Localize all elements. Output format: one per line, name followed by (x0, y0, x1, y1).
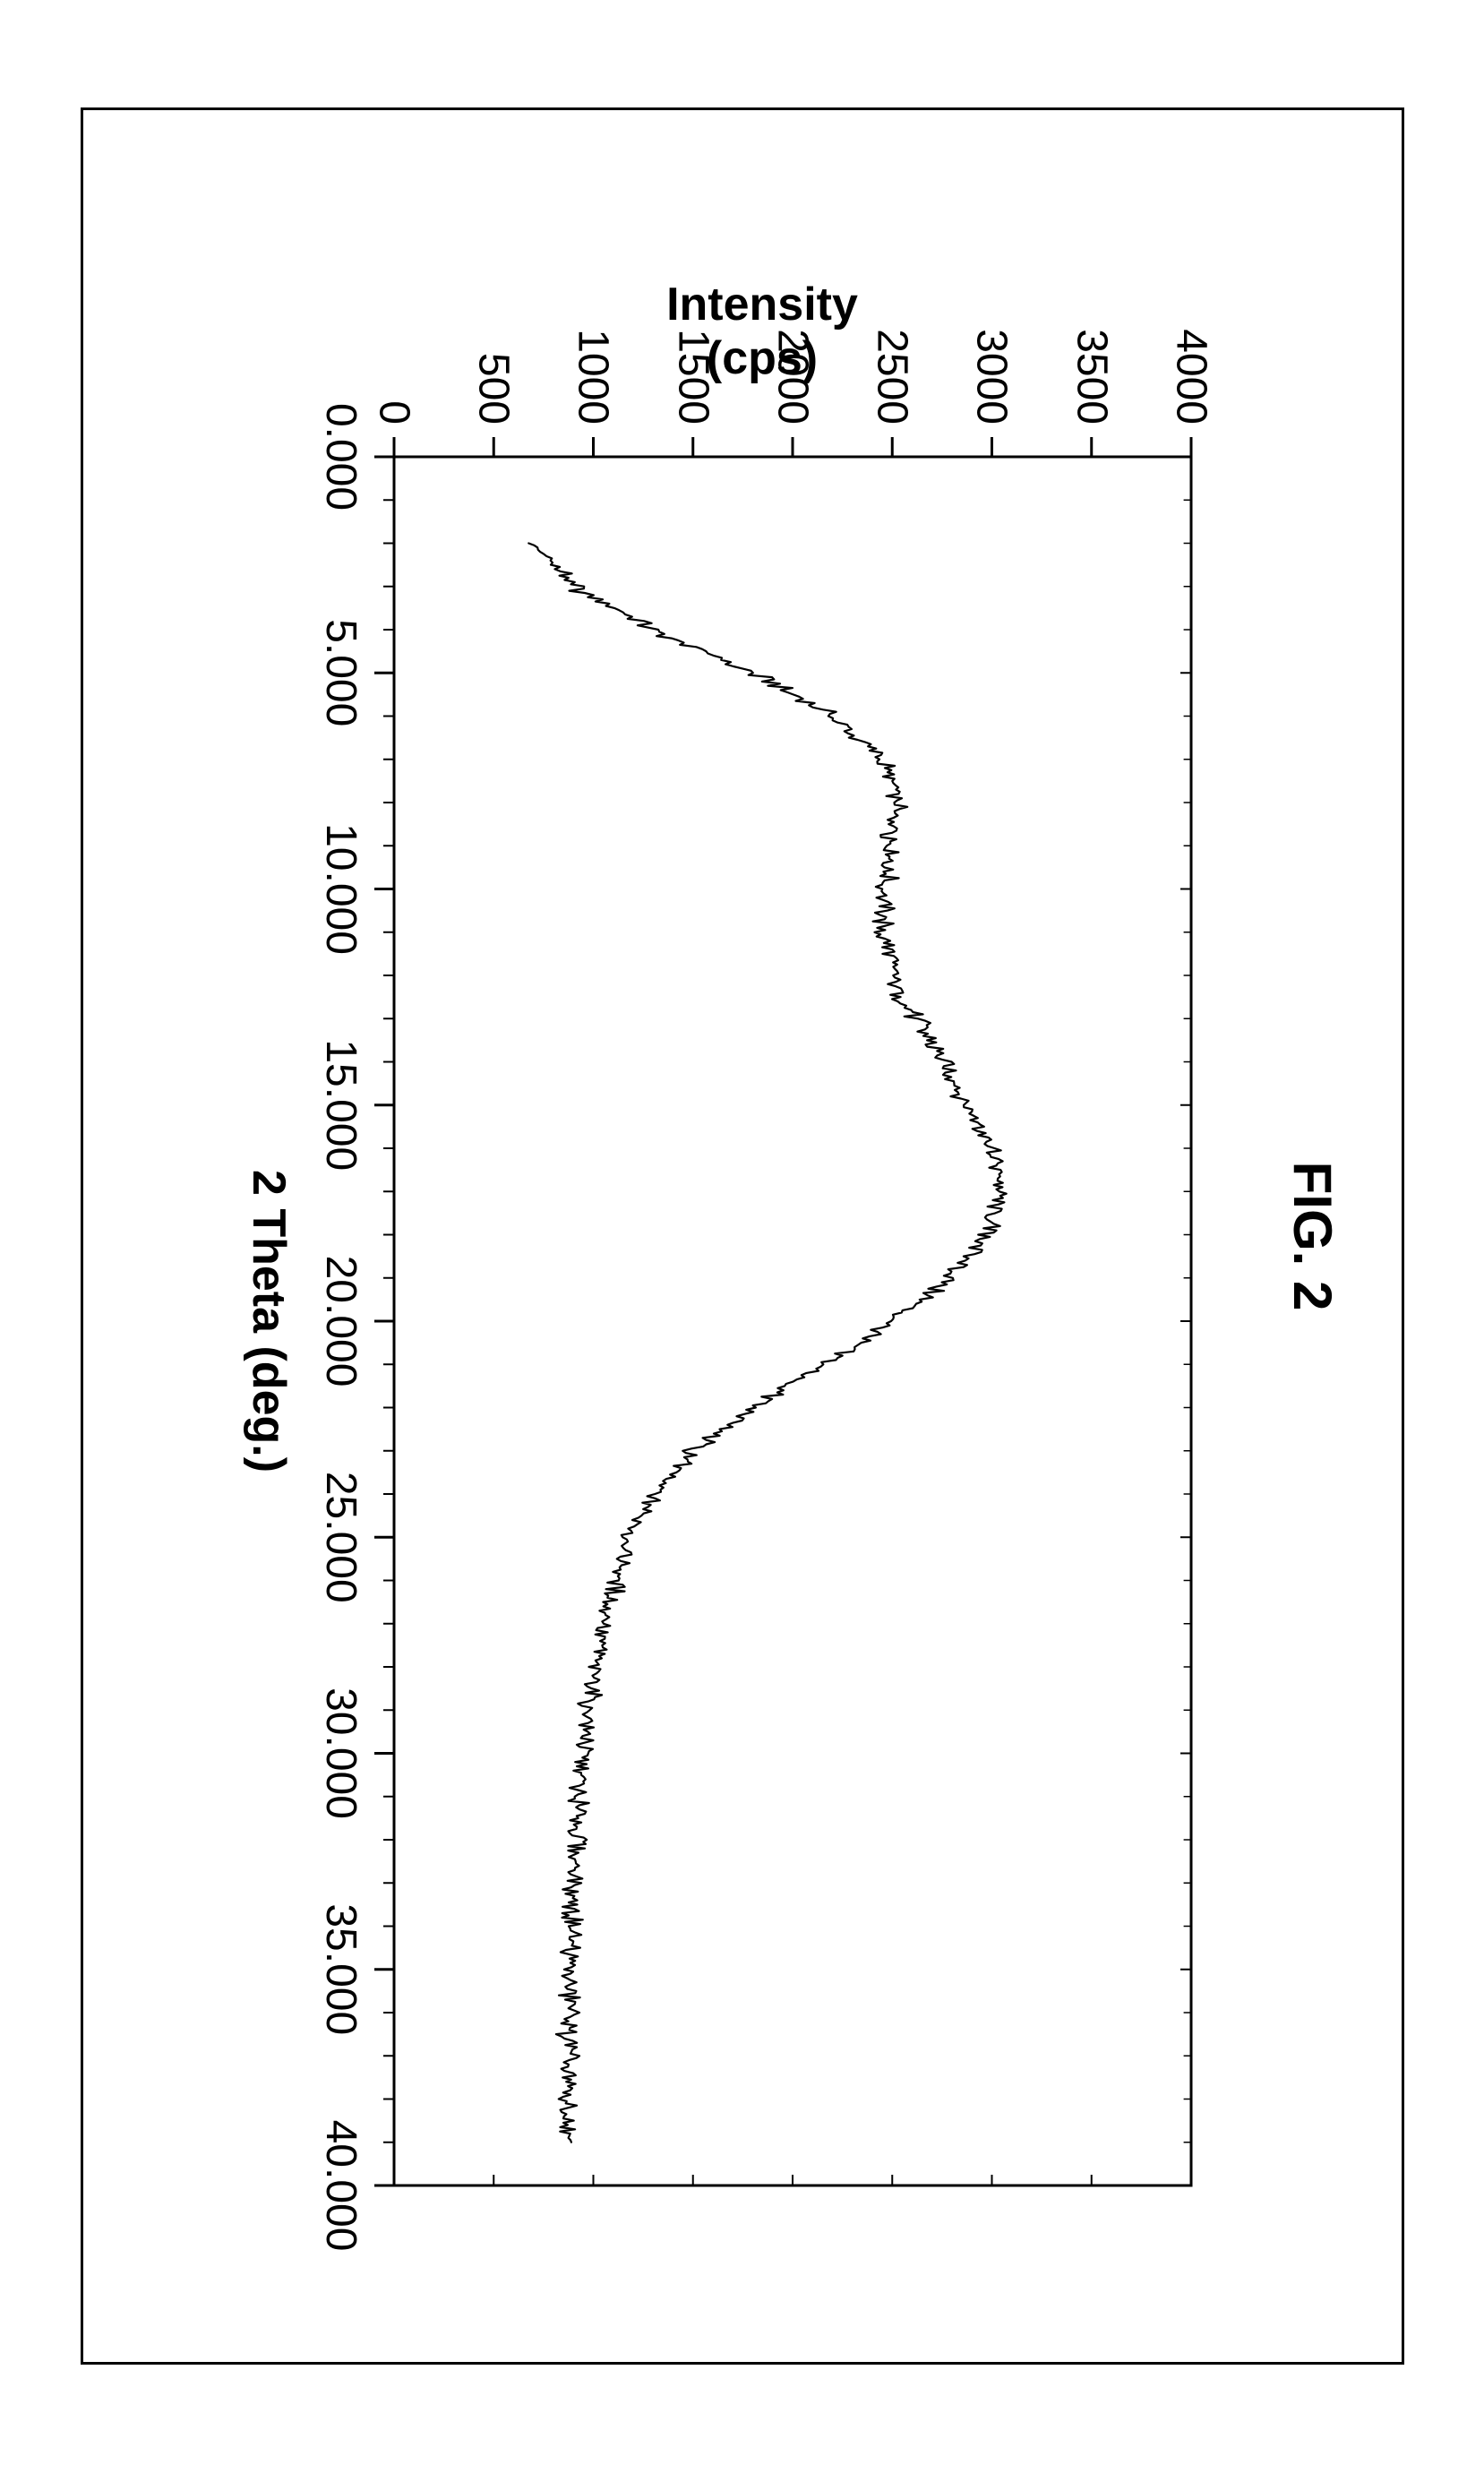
page: FIG. 2 2 Theta (deg.) Intensity (cps) 05… (0, 0, 1484, 2473)
tick-label: 30.000 (316, 1687, 365, 1819)
tick-label: 20.000 (316, 1256, 365, 1387)
tick-label: 5.000 (316, 619, 365, 726)
tick-label: 1000 (569, 329, 618, 425)
xrd-chart (116, 161, 1370, 2311)
tick-label: 2000 (768, 329, 818, 425)
tick-label: 0 (370, 400, 419, 425)
tick-label: 0.000 (316, 403, 365, 511)
figure-rotated-stage: FIG. 2 2 Theta (deg.) Intensity (cps) 05… (116, 161, 1370, 2311)
tick-label: 15.000 (316, 1039, 365, 1171)
tick-label: 1500 (668, 329, 717, 425)
tick-label: 2500 (868, 329, 917, 425)
tick-label: 3000 (967, 329, 1016, 425)
x-axis-label: 2 Theta (deg.) (242, 1142, 296, 1500)
tick-label: 25.000 (316, 1472, 365, 1603)
tick-label: 3500 (1067, 329, 1116, 425)
tick-label: 500 (469, 353, 519, 425)
tick-label: 4000 (1167, 329, 1216, 425)
tick-label: 40.000 (316, 2120, 365, 2252)
tick-label: 10.000 (316, 823, 365, 955)
tick-label: 35.000 (316, 1903, 365, 2035)
